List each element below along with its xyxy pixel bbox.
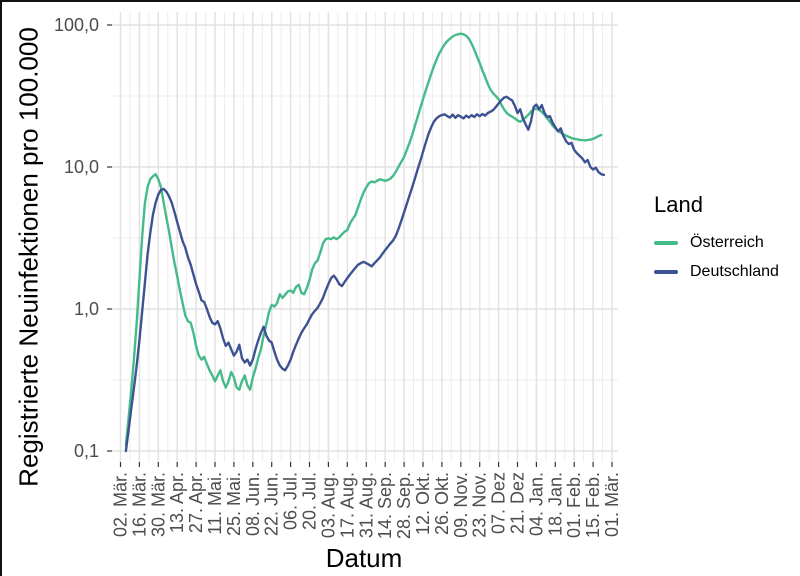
- x-tick-label: 31. Aug.: [356, 472, 376, 538]
- line-swatch-deutschland: [654, 270, 678, 274]
- y-tick-label: 0,1: [74, 441, 99, 461]
- x-tick-label: 27. Apr.: [186, 472, 206, 533]
- axis-tick-marks: [107, 24, 613, 467]
- x-tick-label: 23. Nov.: [470, 472, 490, 538]
- axis-tick-labels: 100,010,01,00,102. Mär.16. Mär.30. Mär.1…: [54, 15, 622, 539]
- x-tick-label: 22. Jun.: [262, 472, 282, 536]
- x-tick-label: 09. Nov.: [451, 472, 471, 538]
- legend-label: Deutschland: [690, 263, 779, 280]
- x-tick-label: 26. Okt.: [432, 472, 452, 535]
- x-tick-label: 01. Feb.: [564, 472, 584, 538]
- x-tick-label: 06. Jul.: [281, 472, 301, 530]
- x-tick-label: 30. Mär.: [148, 472, 168, 537]
- grid-major: [112, 12, 618, 462]
- legend-title: Land: [654, 192, 703, 217]
- series-lines: [124, 32, 606, 453]
- y-tick-label: 100,0: [54, 15, 99, 35]
- x-tick-label: 03. Aug.: [318, 472, 338, 538]
- y-tick-label: 1,0: [74, 299, 99, 319]
- series-line-deutschland: [124, 95, 606, 453]
- x-tick-label: 11. Mai.: [205, 472, 225, 535]
- series-line-österreich: [124, 32, 603, 447]
- x-tick-label: 25. Mai.: [224, 472, 244, 536]
- x-tick-label: 08. Jun.: [243, 472, 263, 536]
- x-tick-label: 15. Feb.: [583, 472, 603, 538]
- x-tick-label: 04. Jan.: [526, 472, 546, 536]
- x-tick-label: 18. Jan.: [545, 472, 565, 536]
- x-tick-label: 21. Dez: [508, 472, 528, 534]
- x-tick-label: 01. Mär.: [602, 472, 622, 537]
- x-tick-label: 14. Sep.: [375, 472, 395, 539]
- x-tick-label: 17. Aug.: [337, 472, 357, 538]
- x-axis-title: Datum: [325, 543, 403, 573]
- line-swatch-oesterreich: [654, 241, 678, 245]
- x-tick-label: 02. Mär.: [111, 472, 131, 537]
- legend-item-deutschland: Deutschland: [654, 263, 779, 281]
- x-tick-label: 12. Okt.: [413, 472, 433, 535]
- x-tick-label: 16. Mär.: [129, 472, 149, 537]
- y-axis-title: Registrierte Neuinfektionen pro 100.000: [13, 27, 44, 487]
- grid-minor: [112, 12, 618, 462]
- x-tick-label: 07. Dez: [489, 472, 509, 534]
- legend: Land Österreich Deutschland: [654, 192, 779, 292]
- legend-item-oesterreich: Österreich: [654, 234, 779, 252]
- legend-label: Österreich: [690, 234, 764, 251]
- x-tick-label: 20. Jul.: [300, 472, 320, 530]
- x-tick-label: 28. Sep.: [394, 472, 414, 539]
- x-tick-label: 13. Apr.: [167, 472, 187, 533]
- y-tick-label: 10,0: [64, 157, 99, 177]
